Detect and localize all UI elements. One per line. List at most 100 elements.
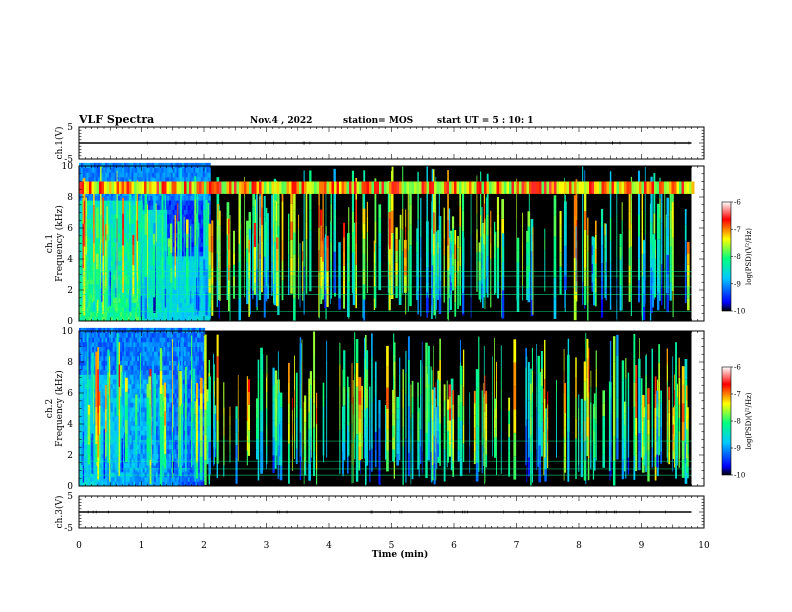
ch1-spectrogram-cell xyxy=(120,279,123,285)
ch1-spectrogram-burst xyxy=(591,254,594,265)
ch2-spectrogram-cell xyxy=(84,360,87,366)
ch1-spectrogram-burst xyxy=(116,241,118,266)
ch1-spectrogram-band xyxy=(384,181,387,194)
ch1-spectrogram-band xyxy=(229,181,232,194)
ch1-spectrogram-burst xyxy=(433,294,436,316)
ch1-spectrogram-burst xyxy=(628,211,631,230)
ch1-spectrogram-cell xyxy=(103,251,106,257)
ch1-spectrogram-cell xyxy=(88,251,91,257)
ch1-spectrogram-cell xyxy=(142,172,146,178)
ch1-spectrogram-cell xyxy=(187,218,191,224)
ch1-spectrogram-cell xyxy=(139,223,142,229)
ch1-spectrogram-burst xyxy=(420,257,422,277)
ch1-spectrogram-burst xyxy=(637,192,641,215)
ch1-spectrogram-cell xyxy=(137,167,140,173)
ch1-spectrogram-cell xyxy=(90,209,93,215)
ch1-spectrogram-cell xyxy=(133,200,136,206)
ch1-spectrogram-cell xyxy=(103,283,106,289)
ch1-spectrogram-burst xyxy=(99,274,101,286)
ch1-spectrogram-cell xyxy=(90,265,93,271)
ch1-spectrogram-burst xyxy=(600,208,604,227)
ch1-spectrogram-burst xyxy=(246,276,249,291)
ch1-spectrogram-band xyxy=(179,181,182,194)
ch1-spectrogram-cell xyxy=(206,316,209,322)
ch1-spectrogram-burst xyxy=(559,280,562,295)
ch1-spectrogram-cell xyxy=(191,204,194,210)
ch1-spectrogram-cell xyxy=(112,279,116,285)
ch1-spectrogram-cell xyxy=(184,176,187,182)
ch1-spectrogram-burst xyxy=(177,276,180,291)
ch1-spectrogram-cell xyxy=(184,209,187,215)
ch1-spectrogram-ytick-label: 2 xyxy=(67,286,73,296)
ch1-spectrogram-cell xyxy=(120,311,123,317)
ch1-spectrogram-cell xyxy=(120,293,123,299)
ch1-spectrogram-burst xyxy=(431,241,434,266)
ch1-spectrogram-band xyxy=(419,181,422,194)
ch1-spectrogram-cell xyxy=(105,195,108,201)
ch1-spectrogram-cell xyxy=(187,232,191,238)
ch1-spectrogram-cell xyxy=(124,214,127,220)
ch1-spectrogram-cell xyxy=(118,228,121,234)
ch1-spectrogram-band xyxy=(534,181,537,194)
ch1-spectrogram-cell xyxy=(202,307,206,313)
ch1-spectrogram-burst xyxy=(217,204,220,221)
ch1-spectrogram-burst xyxy=(293,254,296,277)
ch2-spectrogram-cell xyxy=(88,341,91,347)
ch1-spectrogram-band xyxy=(226,181,230,194)
ch1-spectrogram-burst xyxy=(402,166,404,188)
ch1-spectrogram-burst xyxy=(248,239,250,253)
ch1-spectrogram-cell xyxy=(137,209,140,215)
ch1-spectrogram-cell xyxy=(148,279,151,285)
ch1-spectrogram-cell xyxy=(208,311,211,317)
ch1-spectrogram-cell xyxy=(202,293,206,299)
ch1-spectrogram-cell xyxy=(97,288,101,294)
ch1-spectrogram-cell xyxy=(97,293,101,299)
ch1-spectrogram-burst xyxy=(388,233,391,250)
ch1-spectrogram-cell xyxy=(182,214,185,220)
ch1-spectrogram-cell xyxy=(103,172,106,178)
ch1-spectrogram-band xyxy=(359,181,362,194)
ch1-spectrogram-burst xyxy=(437,230,440,242)
ch1-spectrogram-burst xyxy=(449,284,451,296)
ch1-spectrogram-burst xyxy=(226,218,230,235)
ch1-spectrogram-cell xyxy=(140,209,144,215)
ch1-spectrogram-burst xyxy=(630,269,632,293)
ch1-spectrogram-cell xyxy=(155,293,159,299)
ch1-spectrogram-cell xyxy=(200,255,204,262)
ch1-spectrogram-cell xyxy=(172,274,176,280)
ch1-spectrogram-cell xyxy=(110,241,114,248)
ch1-spectrogram-cell xyxy=(187,209,191,215)
ch1-spectrogram-cell xyxy=(202,297,206,303)
ch1-spectrogram-cell xyxy=(124,204,127,210)
ch1-spectrogram-burst xyxy=(229,267,231,286)
ch1-spectrogram-burst xyxy=(351,231,355,253)
ch1-spectrogram-burst xyxy=(400,246,401,256)
ch1-spectrogram-burst xyxy=(373,298,376,310)
ch1-spectrogram-cell xyxy=(191,200,194,206)
ch1-spectrogram-burst xyxy=(258,290,262,301)
ch1-spectrogram-burst xyxy=(281,220,284,241)
ch1-spectrogram-cell xyxy=(88,297,91,303)
ch1-spectrogram-burst xyxy=(348,299,350,319)
ch1-spectrogram-cell xyxy=(79,293,82,299)
ch1-spectrogram-band xyxy=(606,181,610,194)
ch2-spectrogram-cell xyxy=(80,481,84,487)
ch1-spectrogram-burst xyxy=(318,250,320,273)
ch1-spectrogram-burst xyxy=(318,294,320,318)
ch1-spectrogram-burst xyxy=(116,265,118,290)
ch1-spectrogram-burst xyxy=(563,245,567,261)
ch2-spectrogram-cell xyxy=(79,462,82,468)
ch1-spectrogram-burst xyxy=(684,209,687,225)
ch1-spectrogram-cell xyxy=(79,176,82,182)
ch1-spectrogram-cell xyxy=(200,307,204,313)
ch1-spectrogram-burst xyxy=(478,251,481,262)
ch1-spectrogram-burst xyxy=(155,222,157,242)
ch1-spectrogram-cell xyxy=(178,255,181,262)
ch1-spectrogram-burst xyxy=(650,222,653,245)
ch1-spectrogram-cell xyxy=(163,214,166,220)
ch1-spectrogram-burst xyxy=(106,206,108,221)
ch2-spectrogram-cell xyxy=(80,346,84,352)
ch1-spectrogram-cell xyxy=(94,214,97,220)
ch1-spectrogram-band xyxy=(514,181,517,194)
ch1-spectrogram-burst xyxy=(486,256,489,277)
